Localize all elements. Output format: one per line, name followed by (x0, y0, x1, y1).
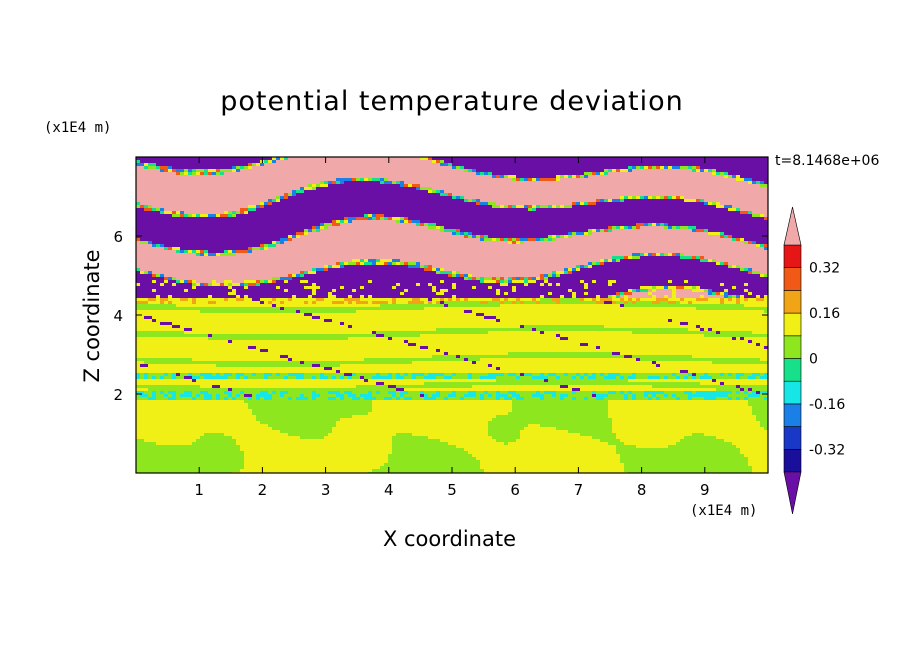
x-tick-label: 5 (447, 481, 457, 499)
heatmap-field (136, 157, 768, 473)
colorbar-segment (783, 267, 802, 291)
x-axis-title-wrap: X coordinate (0, 527, 904, 551)
y-axis-unit-label: (x1E4 m) (44, 120, 112, 136)
x-tick-label: 7 (574, 481, 584, 499)
x-tick-label: 3 (321, 481, 331, 499)
colorbar-segment (783, 426, 802, 450)
x-tick-label: 8 (637, 481, 647, 499)
x-axis-title: X coordinate (382, 527, 517, 551)
colorbar-segment (783, 335, 802, 359)
colorbar: 0.32 0.16 0 -0.16 -0.32 (783, 206, 845, 515)
colorbar-segment (783, 358, 802, 382)
colorbar-segment (783, 403, 802, 427)
colorbar-tick-label: 0.32 (809, 261, 840, 277)
colorbar-tick-label: -0.16 (809, 397, 845, 413)
x-tick-label: 4 (384, 481, 394, 499)
y-tick-label: 4 (113, 307, 123, 325)
x-ticks: 1 2 3 4 5 6 7 8 9 (194, 157, 710, 499)
time-annotation: t=8.1468e+06 (775, 153, 880, 169)
x-tick-label: 1 (194, 481, 204, 499)
y-tick-label: 6 (113, 228, 123, 246)
colorbar-extend-max (783, 206, 802, 246)
colorbar-tick-label: -0.32 (809, 442, 845, 458)
y-ticks: 2 4 6 (113, 228, 768, 404)
colorbar-segment (783, 290, 802, 314)
colorbar-extend-min (783, 471, 802, 515)
chart-title: potential temperature deviation (220, 86, 684, 117)
x-tick-label: 6 (510, 481, 520, 499)
colorbar-segment (783, 448, 802, 473)
colorbar-segment (783, 244, 802, 269)
colorbar-tick-label: 0 (809, 352, 818, 368)
colorbar-tick-label: 0.16 (809, 306, 840, 322)
x-tick-label: 2 (258, 481, 268, 499)
colorbar-segment (783, 312, 802, 337)
x-axis-unit-label: (x1E4 m) (690, 503, 758, 519)
colorbar-segment (783, 380, 802, 405)
x-tick-label: 9 (700, 481, 710, 499)
y-tick-label: 2 (113, 386, 123, 404)
